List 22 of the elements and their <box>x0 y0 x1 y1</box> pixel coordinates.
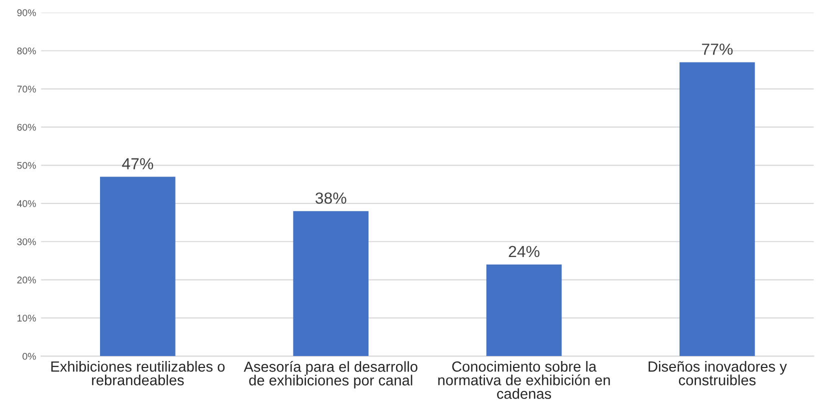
y-tick-label: 30% <box>17 238 36 246</box>
y-tick-label: 50% <box>17 162 36 169</box>
bar <box>293 211 369 356</box>
y-tick-label: 70% <box>17 86 36 93</box>
x-tick-label: Conocimiento sobre la normativa de exhibición en cadenas <box>438 361 610 399</box>
y-tick-label: 0% <box>22 352 36 360</box>
x-tick-label: Exhibiciones reutilizables o rebrandeables <box>51 361 225 386</box>
y-tick-label: 40% <box>17 200 36 208</box>
y-tick-label: 90% <box>17 9 36 16</box>
y-tick-label: 20% <box>17 276 36 284</box>
x-tick-label: Diseños inovadores y construibles <box>648 361 787 386</box>
y-tick-label: 60% <box>17 124 36 131</box>
x-tick-label: Asesoría para el desarrollo de exhibiciones por canal <box>244 361 418 388</box>
y-tick-label: 80% <box>17 47 36 54</box>
y-tick-label: 10% <box>18 314 36 322</box>
data-label: 47% <box>122 158 154 170</box>
bar <box>100 176 176 356</box>
bar <box>680 62 755 356</box>
data-label: 24% <box>508 246 540 258</box>
bar <box>486 264 562 356</box>
data-label: 77% <box>702 44 733 55</box>
data-label: 38% <box>315 192 346 204</box>
